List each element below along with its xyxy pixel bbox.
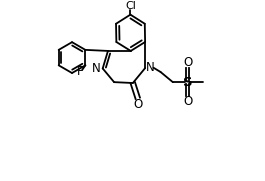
Text: N: N xyxy=(92,62,101,75)
Text: O: O xyxy=(183,95,192,108)
Text: O: O xyxy=(183,56,192,69)
Text: N: N xyxy=(146,61,154,74)
Text: Cl: Cl xyxy=(125,1,136,11)
Text: F: F xyxy=(77,66,83,79)
Text: O: O xyxy=(133,98,142,111)
Text: S: S xyxy=(183,76,193,89)
